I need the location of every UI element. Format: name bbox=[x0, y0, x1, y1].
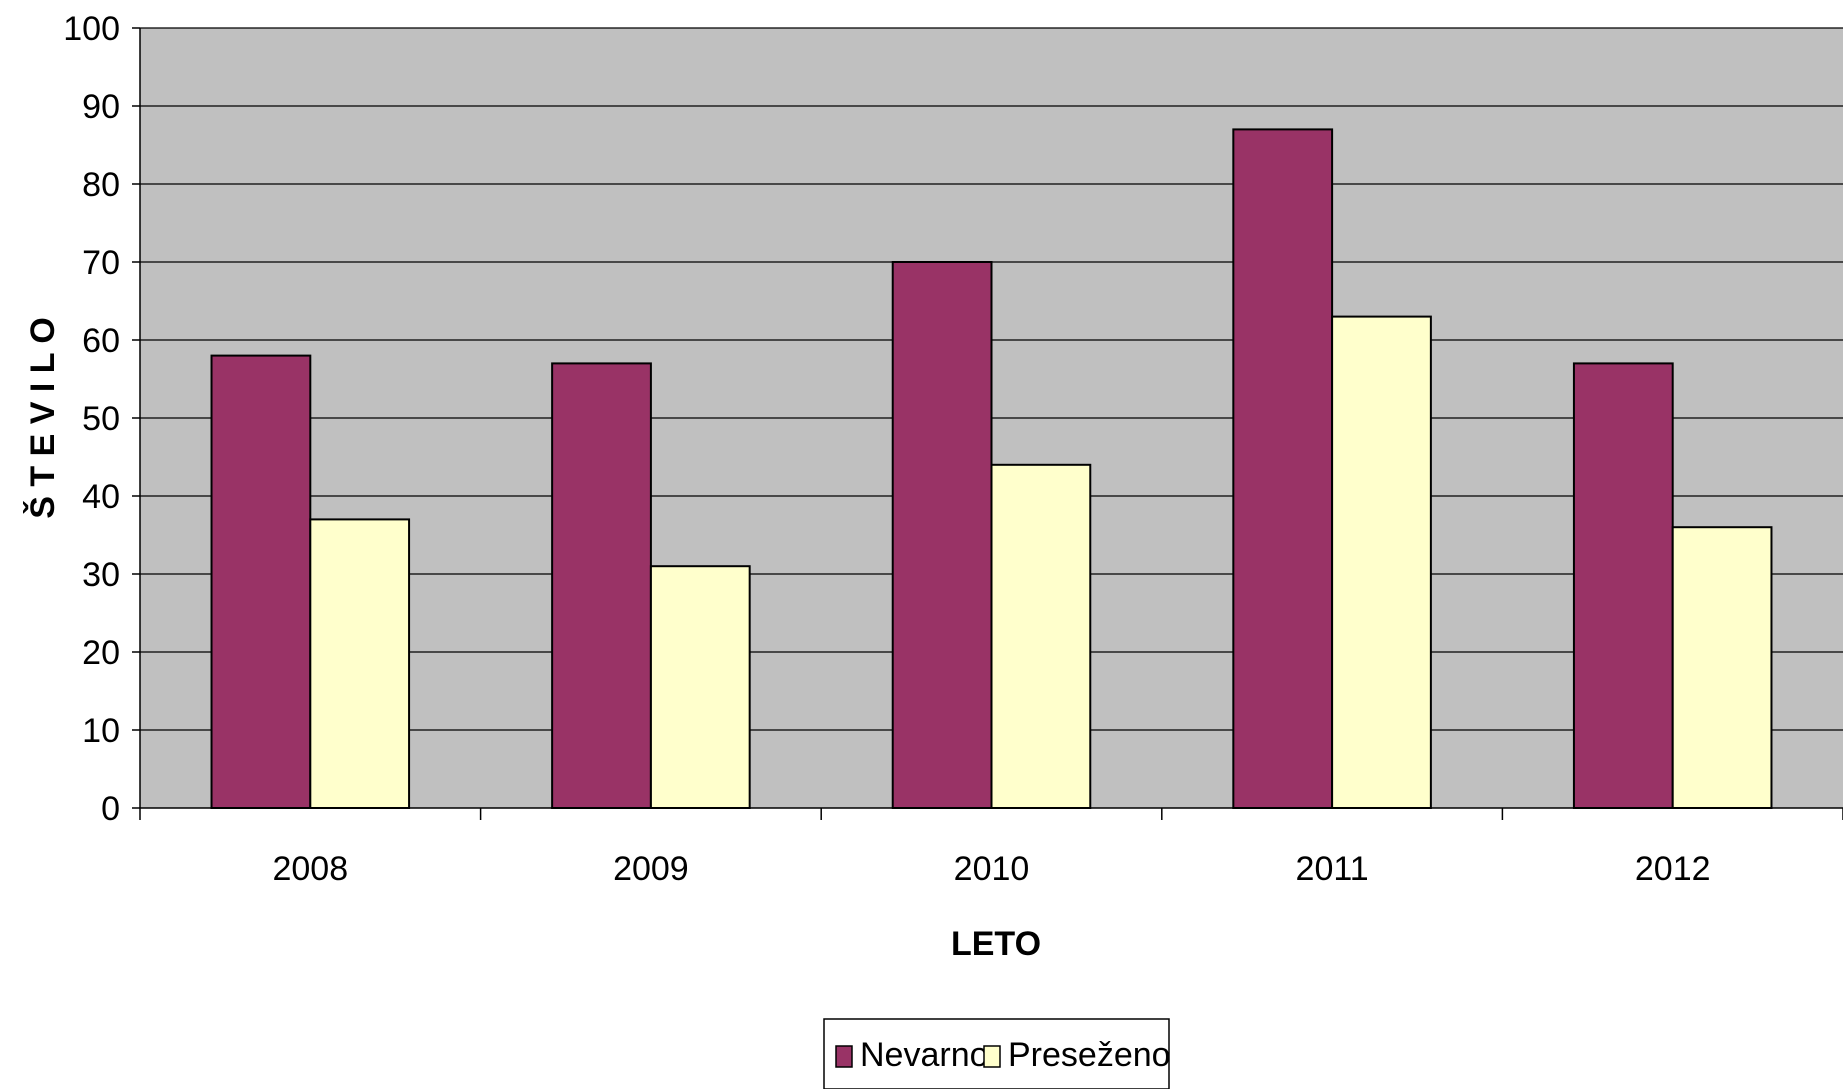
y-axis-title: Š T E V I L O bbox=[23, 317, 62, 519]
y-tick-label: 80 bbox=[82, 166, 120, 204]
y-tick-label: 50 bbox=[82, 400, 120, 438]
x-tick-label: 2011 bbox=[1296, 850, 1369, 888]
legend: Nevarno Preseženo bbox=[823, 1018, 1171, 1089]
bar-presezeno-2008 bbox=[309, 518, 411, 810]
y-tick-label: 30 bbox=[82, 556, 120, 594]
x-tick-label: 2012 bbox=[1635, 850, 1711, 888]
bar-presezeno-2010 bbox=[990, 463, 1092, 809]
y-tick-label: 10 bbox=[82, 712, 120, 750]
bar-presezeno-2011 bbox=[1331, 315, 1432, 809]
bars bbox=[210, 128, 1773, 810]
x-tick-label: 2008 bbox=[272, 850, 348, 888]
x-tick-label: 2009 bbox=[613, 850, 689, 888]
legend-label-nevarno: Nevarno bbox=[860, 1036, 989, 1074]
bar-presezeno-2012 bbox=[1671, 526, 1773, 809]
bar-nevarno-2008 bbox=[210, 354, 312, 809]
x-tick-label: 2010 bbox=[954, 850, 1030, 888]
bar-presezeno-2009 bbox=[649, 565, 751, 810]
bar-nevarno-2012 bbox=[1572, 362, 1674, 809]
legend-swatch-presezeno bbox=[983, 1045, 1001, 1068]
y-tick-label: 60 bbox=[82, 322, 120, 360]
bar-nevarno-2010 bbox=[891, 261, 993, 809]
legend-swatch-nevarno bbox=[835, 1045, 853, 1068]
bar-nevarno-2011 bbox=[1232, 128, 1334, 809]
x-tick-labels: 2008 2009 2010 2011 2012 bbox=[272, 850, 1710, 888]
y-tick-labels: 0 10 20 30 40 50 60 70 80 90 100 bbox=[63, 10, 120, 828]
y-tick-label: 40 bbox=[82, 478, 120, 516]
legend-label-presezeno: Preseženo bbox=[1008, 1036, 1171, 1074]
y-tick-label: 20 bbox=[82, 634, 120, 672]
bar-nevarno-2009 bbox=[551, 362, 652, 809]
x-axis-title: LETO bbox=[951, 925, 1041, 963]
axes bbox=[132, 27, 1843, 820]
y-tick-label: 0 bbox=[101, 790, 120, 828]
y-tick-label: 100 bbox=[63, 10, 120, 48]
y-tick-label: 90 bbox=[82, 88, 120, 126]
y-tick-label: 70 bbox=[82, 244, 120, 282]
